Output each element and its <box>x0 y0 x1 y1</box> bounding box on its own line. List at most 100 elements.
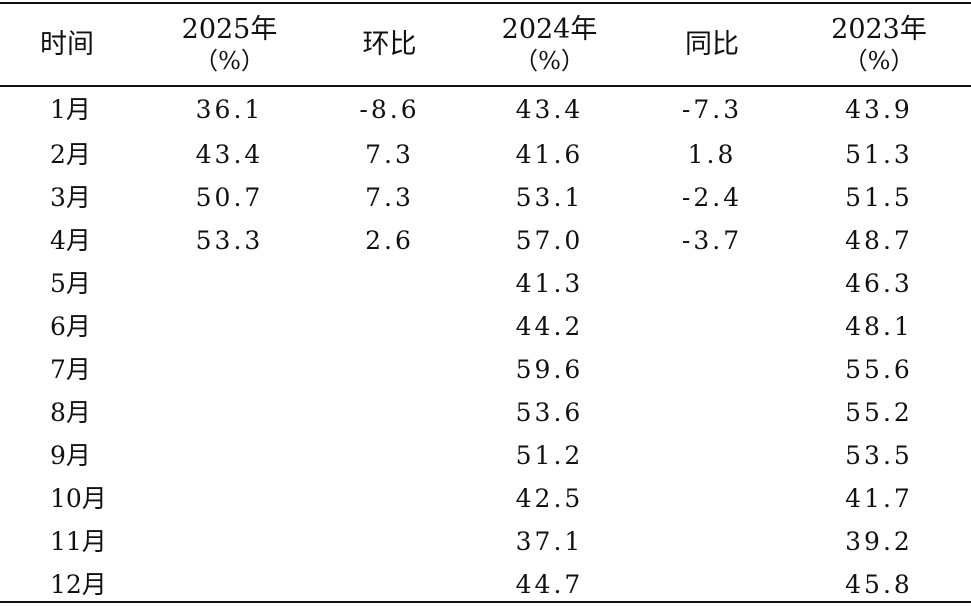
cell-2023: 45.8 <box>845 570 913 599</box>
cell-2025: 50.7 <box>195 183 264 212</box>
cell-month: 12月 <box>50 570 107 599</box>
cell-2023: 51.3 <box>845 140 913 169</box>
cell-mom: 7.3 <box>365 183 414 212</box>
header-row: 时间 2025年 （%） 环比 2024年 （%） 同比 2023年 （%） <box>0 4 971 85</box>
table-row: 4月 53.3 2.6 57.0 -3.7 48.7 <box>0 219 971 262</box>
cell-mom <box>317 262 462 305</box>
cell-mom: 7.3 <box>365 140 414 169</box>
cell-2025 <box>142 477 317 520</box>
cell-2023: 51.5 <box>845 183 913 212</box>
table-body: 1月 36.1 -8.6 43.4 -7.3 43.9 2月 43.4 7.3 … <box>0 85 971 606</box>
cell-mom <box>317 391 462 434</box>
table-row: 9月 51.2 53.5 <box>0 434 971 477</box>
table-row: 1月 36.1 -8.6 43.4 -7.3 43.9 <box>0 85 971 133</box>
header-2024: 2024年 （%） <box>462 4 637 85</box>
cell-2024: 59.6 <box>515 355 584 384</box>
cell-yoy: -3.7 <box>681 226 743 255</box>
cell-2023: 48.7 <box>845 226 913 255</box>
cell-2024: 41.3 <box>515 269 584 298</box>
cell-2025 <box>142 434 317 477</box>
cell-yoy <box>637 563 787 606</box>
cell-2023: 55.2 <box>845 398 913 427</box>
table-row: 12月 44.7 45.8 <box>0 563 971 606</box>
cell-mom <box>317 348 462 391</box>
table-row: 7月 59.6 55.6 <box>0 348 971 391</box>
cell-mom <box>317 520 462 563</box>
cell-mom <box>317 477 462 520</box>
table-row: 11月 37.1 39.2 <box>0 520 971 563</box>
table-row: 6月 44.2 48.1 <box>0 305 971 348</box>
cell-mom <box>317 305 462 348</box>
cell-month: 9月 <box>50 441 91 470</box>
cell-2023: 48.1 <box>845 312 913 341</box>
cell-2024: 41.6 <box>515 140 584 169</box>
table-row: 8月 53.6 55.2 <box>0 391 971 434</box>
cell-2025 <box>142 348 317 391</box>
cell-month: 11月 <box>50 527 107 556</box>
cell-yoy <box>637 348 787 391</box>
header-time: 时间 <box>40 28 94 60</box>
table-row: 5月 41.3 46.3 <box>0 262 971 305</box>
header-2024-unit: （%） <box>514 46 585 75</box>
data-table: 时间 2025年 （%） 环比 2024年 （%） 同比 2023年 （%） <box>0 4 971 606</box>
cell-2023: 39.2 <box>845 527 913 556</box>
table-row: 3月 50.7 7.3 53.1 -2.4 51.5 <box>0 176 971 219</box>
cell-2025: 53.3 <box>195 226 264 255</box>
cell-month: 4月 <box>50 226 91 255</box>
cell-2024: 44.7 <box>515 570 584 599</box>
cell-month: 1月 <box>50 95 91 124</box>
cell-2023: 43.9 <box>845 95 913 124</box>
header-2025-label: 2025年 <box>181 13 278 45</box>
cell-yoy: -2.4 <box>681 183 743 212</box>
header-2023-label: 2023年 <box>831 13 927 45</box>
cell-2024: 51.2 <box>515 441 584 470</box>
cell-yoy <box>637 262 787 305</box>
cell-2024: 42.5 <box>515 484 584 513</box>
cell-month: 8月 <box>50 398 91 427</box>
cell-2023: 41.7 <box>845 484 913 513</box>
cell-yoy <box>637 305 787 348</box>
cell-2023: 55.6 <box>845 355 913 384</box>
cell-2025 <box>142 391 317 434</box>
table-header-rule <box>0 85 971 87</box>
cell-yoy <box>637 477 787 520</box>
table-top-rule <box>0 2 971 4</box>
cell-month: 6月 <box>50 312 91 341</box>
header-2023-unit: （%） <box>843 46 915 75</box>
cell-yoy <box>637 434 787 477</box>
cell-2024: 53.1 <box>515 183 584 212</box>
cell-2025 <box>142 262 317 305</box>
cell-month: 5月 <box>50 269 91 298</box>
header-2025-unit: （%） <box>194 46 265 75</box>
cell-month: 7月 <box>50 355 91 384</box>
cell-2024: 43.4 <box>515 95 584 124</box>
header-2023: 2023年 （%） <box>787 4 971 85</box>
table-header: 时间 2025年 （%） 环比 2024年 （%） 同比 2023年 （%） <box>0 4 971 85</box>
cell-2024: 37.1 <box>515 527 584 556</box>
cell-2025 <box>142 520 317 563</box>
cell-month: 10月 <box>50 484 107 513</box>
cell-2024: 44.2 <box>515 312 584 341</box>
table-row: 2月 43.4 7.3 41.6 1.8 51.3 <box>0 133 971 176</box>
cell-month: 3月 <box>50 183 91 212</box>
cell-2025: 36.1 <box>195 95 264 124</box>
cell-mom: -8.6 <box>359 95 420 124</box>
table-row: 10月 42.5 41.7 <box>0 477 971 520</box>
cell-yoy <box>637 520 787 563</box>
cell-month: 2月 <box>50 140 91 169</box>
cell-2025 <box>142 563 317 606</box>
header-2025: 2025年 （%） <box>142 4 317 85</box>
header-yoy: 同比 <box>685 28 739 60</box>
cell-mom <box>317 434 462 477</box>
cell-yoy: 1.8 <box>687 140 737 169</box>
cell-2024: 53.6 <box>515 398 584 427</box>
cell-yoy: -7.3 <box>681 95 743 124</box>
header-mom: 环比 <box>362 28 417 60</box>
cell-2023: 46.3 <box>845 269 913 298</box>
cell-mom <box>317 563 462 606</box>
cell-mom: 2.6 <box>365 226 414 255</box>
header-2024-label: 2024年 <box>501 13 598 45</box>
cell-2025 <box>142 305 317 348</box>
cell-2025: 43.4 <box>195 140 264 169</box>
